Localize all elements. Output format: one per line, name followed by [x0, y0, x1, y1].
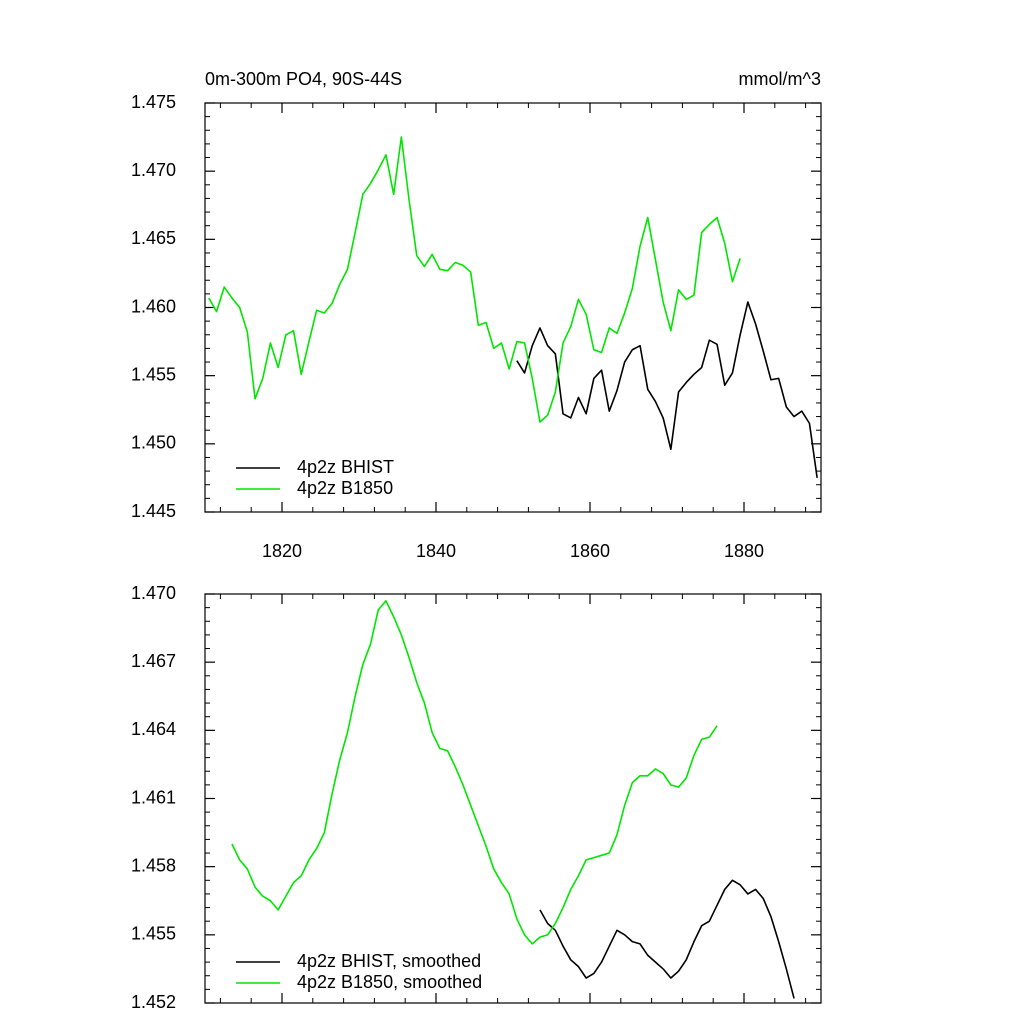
- x-tick-label: 1880: [724, 541, 764, 561]
- plot-frame: [204, 593, 822, 1004]
- legend-label: 4p2z BHIST: [297, 457, 394, 477]
- legend-label: 4p2z B1850: [297, 478, 393, 498]
- y-tick-label: 1.445: [131, 501, 176, 521]
- y-tick-label: 1.467: [131, 651, 176, 671]
- y-tick-label: 1.452: [131, 992, 176, 1012]
- y-tick-label: 1.470: [131, 160, 176, 180]
- y-tick-label: 1.461: [131, 787, 176, 807]
- data-line: [539, 879, 795, 999]
- y-tick-label: 1.460: [131, 296, 176, 316]
- x-tick-label: 1820: [262, 541, 302, 561]
- legend-label: 4p2z BHIST, smoothed: [297, 951, 481, 971]
- chart-title: 0m-300m PO4, 90S-44S: [205, 69, 402, 89]
- y-tick-label: 1.458: [131, 855, 176, 875]
- y-tick-label: 1.455: [131, 924, 176, 944]
- y-tick-label: 1.465: [131, 228, 176, 248]
- y-tick-label: 1.455: [131, 364, 176, 384]
- units-label: mmol/m^3: [739, 69, 821, 89]
- x-tick-label: 1840: [416, 541, 456, 561]
- data-line: [208, 136, 741, 423]
- data-line: [231, 600, 718, 945]
- y-tick-label: 1.464: [131, 719, 176, 739]
- legend-label: 4p2z B1850, smoothed: [297, 972, 482, 992]
- x-tick-label: 1860: [570, 541, 610, 561]
- y-tick-label: 1.475: [131, 92, 176, 112]
- y-tick-label: 1.470: [131, 583, 176, 603]
- y-tick-label: 1.450: [131, 433, 176, 453]
- data-line: [516, 301, 818, 479]
- plot-frame: [204, 102, 822, 513]
